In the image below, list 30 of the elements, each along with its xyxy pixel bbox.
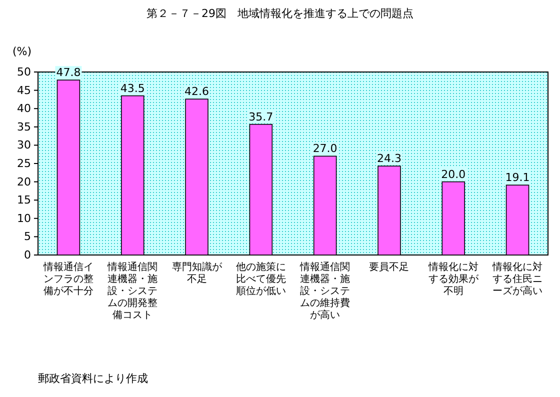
data-label: 19.1 <box>505 171 530 184</box>
data-label: 20.0 <box>441 168 466 181</box>
y-tick-label: 15 <box>17 194 31 207</box>
y-tick-label: 35 <box>17 120 31 134</box>
x-tick-label: 専門知識が不足 <box>172 261 223 285</box>
y-tick-label: 50 <box>17 66 31 79</box>
x-tick-label: 情報化に対する効果が不明 <box>427 261 480 297</box>
y-tick-label: 0 <box>24 248 31 262</box>
x-tick-label: 情報通信関連機器・施設・システムの開発整備コスト <box>106 261 158 321</box>
x-tick-label: 情報通信インフラの整備が不十分 <box>42 261 94 297</box>
y-tick-label: 10 <box>17 212 31 225</box>
x-tick-label: 要員不足 <box>369 262 410 273</box>
x-tick-label: 情報通信関連機器・施設・システムの維持費が高い <box>299 261 350 321</box>
data-label: 42.6 <box>184 85 210 98</box>
data-label: 27.0 <box>312 142 338 156</box>
y-tick-label: 40 <box>17 102 31 116</box>
x-tick-label: 他の施策に比べて優先順位が低い <box>236 261 286 297</box>
data-label: 43.5 <box>120 82 145 95</box>
y-axis-title: (%) <box>12 45 32 58</box>
y-tick-label: 30 <box>17 138 31 152</box>
y-tick-label: 45 <box>17 84 31 97</box>
chart-title: 第２－７－29図 地域情報化を推進する上での問題点 <box>146 7 414 20</box>
y-tick-label: 20 <box>17 175 31 188</box>
data-label: 35.7 <box>248 110 274 124</box>
text: 郵政省資料により作成 <box>38 372 148 385</box>
x-tick-label: 情報化に対する住民ニーズが高い <box>492 261 543 297</box>
y-tick-label: 5 <box>24 230 31 244</box>
data-label: 47.8 <box>56 66 81 80</box>
y-tick-label: 25 <box>17 157 31 170</box>
data-label: 24.3 <box>376 152 402 166</box>
